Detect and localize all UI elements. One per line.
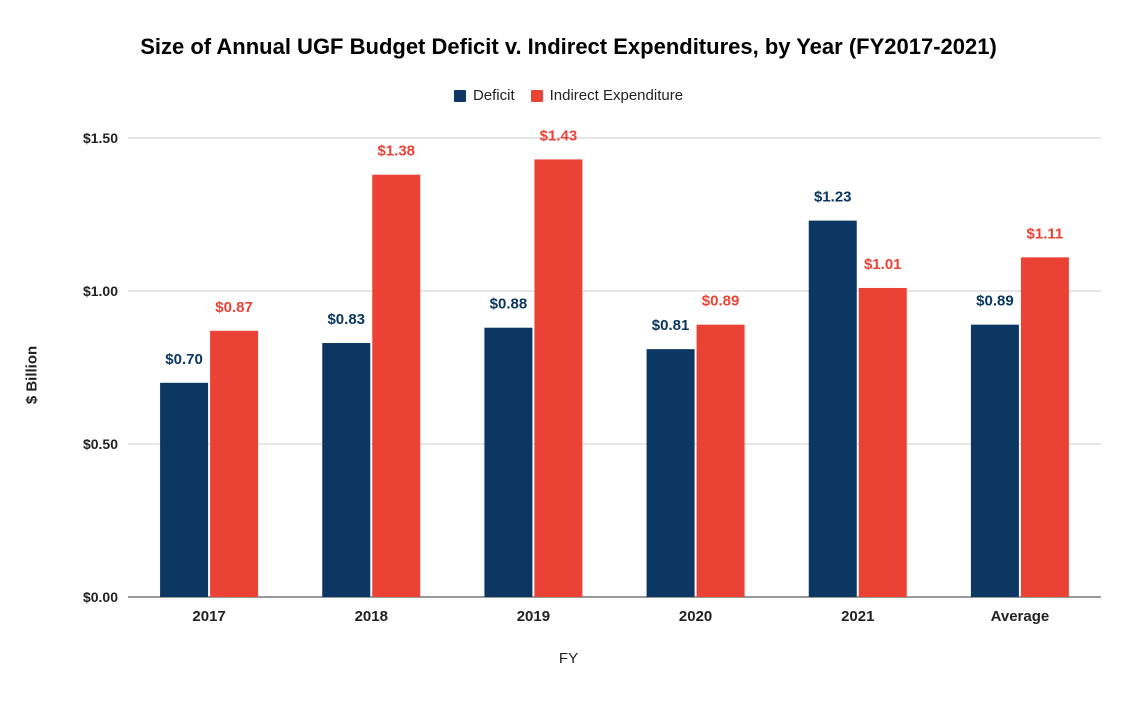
data-label: $1.43 [540, 127, 578, 144]
bar-indirect-expenditure [534, 159, 583, 598]
data-label: $1.23 [814, 189, 852, 206]
bar-deficit [160, 382, 209, 597]
y-tick-label: $0.00 [83, 589, 118, 605]
data-label: $0.88 [490, 296, 528, 313]
legend-label-indirect-expenditure: Indirect Expenditure [549, 87, 684, 104]
data-label: $1.01 [864, 256, 902, 273]
bar-indirect-expenditure [210, 330, 259, 597]
legend-item-indirect-expenditure[interactable]: Indirect Expenditure [530, 87, 684, 104]
data-label: $0.87 [215, 299, 253, 316]
data-label: $0.89 [976, 293, 1014, 310]
y-tick-label: $0.50 [83, 436, 118, 452]
bar-deficit [970, 324, 1019, 597]
legend-swatch-indirect-expenditure [530, 89, 543, 102]
y-tick-label: $1.00 [83, 283, 118, 299]
x-tick-label: 2019 [517, 608, 550, 625]
chart-title: Size of Annual UGF Budget Deficit v. Ind… [140, 34, 997, 59]
x-tick-label: 2021 [841, 608, 874, 625]
x-tick-label: 2018 [355, 608, 388, 625]
x-tick-label: Average [991, 608, 1050, 625]
y-axis-title: $ Billion [23, 345, 41, 405]
x-tick-label: 2017 [192, 608, 225, 625]
x-axis-title: FY [558, 650, 579, 667]
bar-deficit [808, 220, 857, 597]
bar-indirect-expenditure [372, 174, 421, 597]
data-label: $0.70 [165, 351, 203, 368]
y-tick-label: $1.50 [83, 130, 118, 146]
bar-deficit [646, 349, 695, 597]
legend-label-deficit: Deficit [472, 87, 515, 104]
x-tick-label: 2020 [679, 608, 712, 625]
data-label: $0.89 [702, 293, 740, 310]
legend-swatch-deficit [453, 89, 466, 102]
bar-indirect-expenditure [858, 287, 907, 597]
bar-indirect-expenditure [696, 324, 745, 597]
data-label: $1.11 [1027, 225, 1064, 242]
data-label: $0.83 [327, 311, 365, 328]
bar-indirect-expenditure [1020, 257, 1069, 597]
legend-item-deficit[interactable]: Deficit [453, 87, 515, 104]
legend: Deficit Indirect Expenditure [0, 87, 1137, 104]
bar-deficit [484, 327, 533, 597]
data-label: $0.81 [652, 317, 690, 334]
data-label: $1.38 [377, 143, 415, 160]
bar-deficit [322, 343, 371, 597]
